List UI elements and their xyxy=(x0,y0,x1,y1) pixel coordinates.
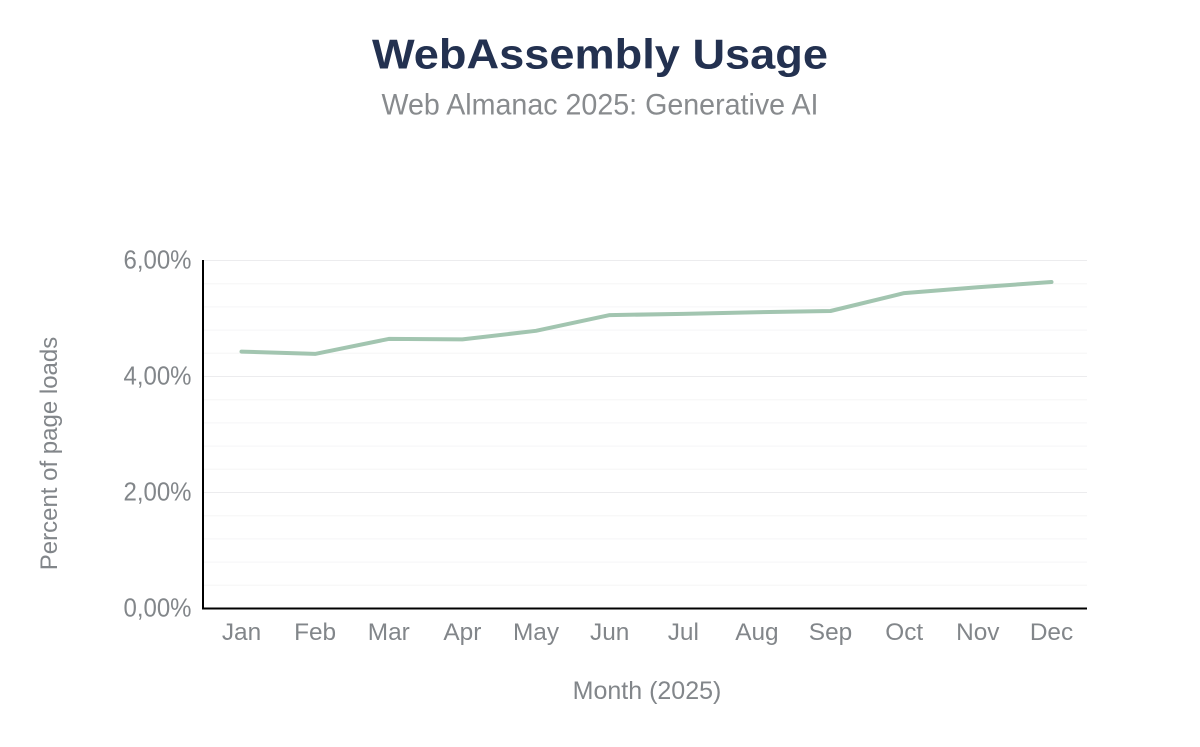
svg-text:Feb: Feb xyxy=(294,619,336,646)
svg-text:Jul: Jul xyxy=(668,619,699,646)
svg-text:Month (2025): Month (2025) xyxy=(573,677,722,705)
svg-text:2,00%: 2,00% xyxy=(124,477,192,507)
svg-text:Aug: Aug xyxy=(735,619,778,646)
svg-text:Web Almanac 2025: Generative A: Web Almanac 2025: Generative AI xyxy=(382,89,819,122)
svg-text:Jan: Jan xyxy=(222,619,261,646)
svg-text:Mar: Mar xyxy=(368,619,410,646)
svg-text:WebAssembly Usage: WebAssembly Usage xyxy=(372,32,828,78)
svg-text:Sep: Sep xyxy=(809,619,852,646)
svg-text:0,00%: 0,00% xyxy=(124,593,192,623)
svg-text:6,00%: 6,00% xyxy=(124,245,192,275)
svg-text:Dec: Dec xyxy=(1030,619,1073,646)
svg-text:Jun: Jun xyxy=(590,619,629,646)
svg-text:Nov: Nov xyxy=(956,619,1000,646)
svg-text:Oct: Oct xyxy=(885,619,923,646)
svg-text:Apr: Apr xyxy=(443,619,481,646)
svg-text:4,00%: 4,00% xyxy=(124,361,192,391)
svg-text:Percent of page loads: Percent of page loads xyxy=(36,337,63,571)
svg-text:May: May xyxy=(513,619,560,646)
